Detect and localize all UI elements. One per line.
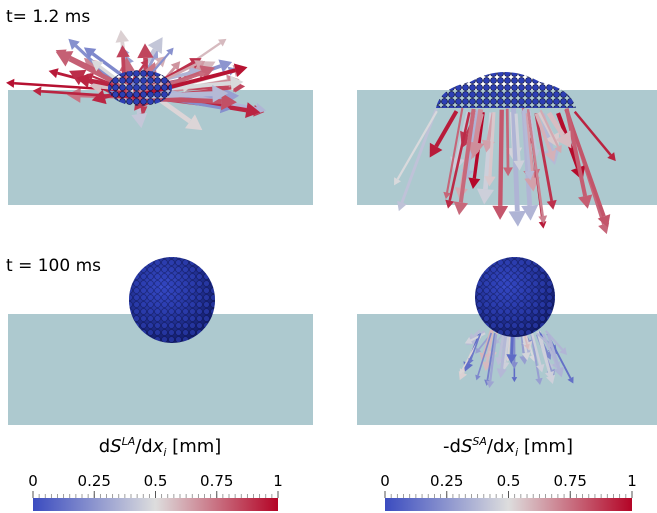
arrow-head <box>539 221 547 228</box>
label-part: /d <box>135 436 153 457</box>
arrow-head <box>492 206 508 220</box>
label-part: SA <box>472 435 487 448</box>
colorbar <box>33 498 278 511</box>
droplet <box>475 257 555 337</box>
tick-label: 0.5 <box>497 472 521 490</box>
droplet <box>436 72 576 108</box>
colorbar-label: -dSSA/dxi [mm] <box>443 435 573 459</box>
arrow-head <box>454 201 468 215</box>
arrow-shaft <box>500 110 501 206</box>
page: t= 1.2 ms t = 100 ms dSLA/dxi [mm]00.250… <box>0 0 657 513</box>
label-part: x <box>503 436 515 457</box>
arrow-head <box>116 30 130 43</box>
arrow-head <box>49 68 59 78</box>
fluid-panel <box>8 90 313 205</box>
tick-label: 0.5 <box>144 472 168 490</box>
tick-label: 1 <box>627 472 637 490</box>
label-part: -d <box>443 436 461 457</box>
colorbar <box>385 498 632 511</box>
label-part: x <box>152 436 164 457</box>
tick-label: 0.75 <box>200 472 233 490</box>
droplet <box>108 70 172 106</box>
tick-label: 0.25 <box>430 472 463 490</box>
arrow-head <box>509 211 526 227</box>
colorbar-label: dSLA/dxi [mm] <box>99 435 222 459</box>
row-label: t= 1.2 ms <box>6 7 90 27</box>
arrow-head <box>6 79 14 88</box>
tick-label: 0.25 <box>78 472 111 490</box>
tick-label: 0 <box>380 472 390 490</box>
label-part: S <box>461 436 472 457</box>
arrow-shaft <box>507 109 508 168</box>
tick-label: 0.75 <box>554 472 587 490</box>
arrow-head <box>116 45 129 57</box>
figure: t= 1.2 ms t = 100 ms dSLA/dxi [mm]00.250… <box>0 0 657 513</box>
label-part: d <box>99 436 110 457</box>
tick-label: 0 <box>28 472 38 490</box>
row-label: t = 100 ms <box>6 256 101 276</box>
tick-label: 1 <box>273 472 283 490</box>
label-part: LA <box>122 435 136 448</box>
droplet <box>129 257 215 343</box>
label-part: S <box>110 436 121 457</box>
label-part: /d <box>487 436 505 457</box>
label-part: [mm] <box>518 436 573 457</box>
label-part: [mm] <box>166 436 221 457</box>
